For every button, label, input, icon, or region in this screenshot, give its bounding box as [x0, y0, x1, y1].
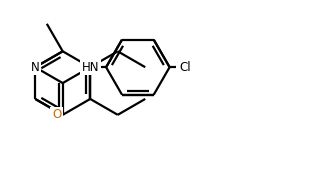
Text: Cl: Cl	[180, 61, 191, 74]
Text: HN: HN	[81, 61, 99, 74]
Text: O: O	[52, 108, 61, 121]
Text: N: N	[31, 61, 40, 74]
